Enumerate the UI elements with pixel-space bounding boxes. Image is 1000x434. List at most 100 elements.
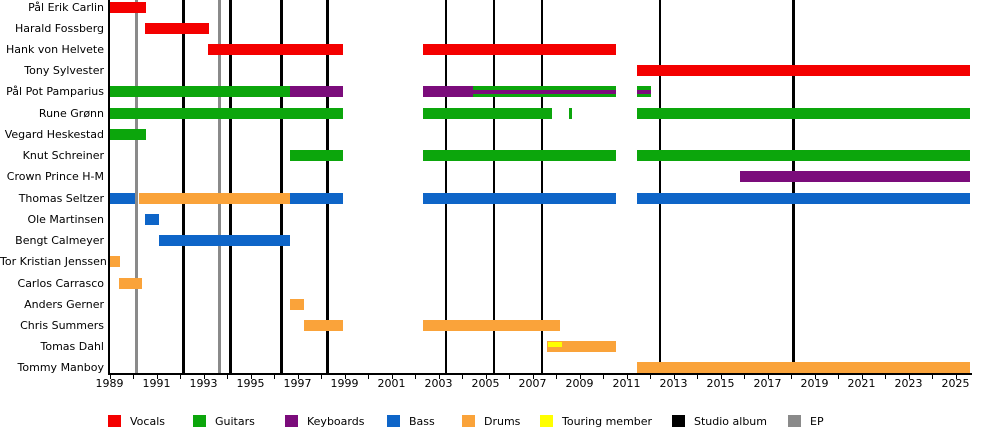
member-label: Pål Pot Pamparius [6, 85, 104, 99]
member-label: Anders Gerner [24, 297, 104, 311]
studio-album-release-line [792, 0, 795, 373]
studio-album-release-line [540, 0, 544, 373]
keyboards-stripe [473, 89, 617, 94]
x-axis-tick [885, 374, 886, 379]
x-axis-tick [814, 374, 816, 379]
x-axis-label: 1991 [142, 377, 171, 390]
touring-color-swatch [540, 415, 553, 427]
x-axis-label: 2009 [565, 377, 594, 390]
legend-item-vocals: Vocals [108, 414, 165, 428]
timeline-bar-guitars [636, 150, 971, 162]
legend-label: Keyboards [307, 414, 365, 428]
legend-label: Studio album [694, 414, 767, 428]
x-axis-label: 2019 [800, 377, 829, 390]
timeline-bar-vocals [109, 1, 146, 13]
member-label: Vegard Heskestad [4, 127, 104, 141]
legend-label: Bass [409, 414, 435, 428]
x-axis-tick [767, 374, 769, 379]
x-axis-label: 2007 [518, 377, 547, 390]
timeline-bar-guitars [422, 150, 617, 162]
x-axis-tick [908, 374, 910, 379]
x-axis-label: 2001 [377, 377, 406, 390]
x-axis-tick [744, 374, 745, 379]
legend-label: Guitars [215, 414, 255, 428]
x-axis-label: 2025 [941, 377, 970, 390]
member-label: Hank von Helvete [5, 42, 104, 56]
legend-label: EP [810, 414, 824, 428]
timeline-bar-vocals [636, 65, 971, 77]
x-axis-label: 2013 [659, 377, 688, 390]
legend-item-keyboards: Keyboards [285, 414, 364, 428]
x-axis-tick [462, 374, 463, 379]
member-label: Tony Sylvester [24, 64, 104, 78]
timeline-bar-guitars [109, 107, 344, 119]
x-axis-tick [579, 374, 581, 379]
bass-color-swatch [387, 415, 400, 427]
timeline-bar-keyboards [740, 171, 971, 183]
timeline-bar-drums [636, 362, 971, 374]
timeline-bar-drums [118, 277, 143, 289]
x-axis-label: 1997 [283, 377, 312, 390]
legend-item-bass: Bass [387, 414, 435, 428]
legend-item-ep: EP [788, 414, 824, 428]
member-label: Thomas Seltzer [18, 191, 104, 205]
timeline-bar-bass [109, 192, 136, 204]
x-axis-tick [626, 374, 628, 379]
member-label: Pål Erik Carlin [28, 0, 104, 14]
x-axis-tick [603, 374, 604, 379]
x-axis-tick [509, 374, 510, 379]
x-axis-label: 2011 [612, 377, 641, 390]
x-axis-tick [415, 374, 416, 379]
x-axis-tick [932, 374, 933, 379]
ep-release-line [217, 0, 221, 373]
timeline-bar-guitars [636, 107, 971, 119]
member-label: Ole Martinsen [27, 212, 104, 226]
x-axis-tick [838, 374, 839, 379]
legend-label: Touring member [562, 414, 653, 428]
legend-item-drums: Drums [462, 414, 520, 428]
timeline-bar-bass [422, 192, 617, 204]
timeline-bar-vocals [207, 43, 344, 55]
x-axis-tick [697, 374, 698, 379]
timeline-bar-bass [289, 192, 344, 204]
x-axis-tick [556, 374, 557, 379]
x-axis-tick [133, 374, 134, 379]
timeline-bar-vocals [144, 22, 210, 34]
timeline-bar-guitars-keyboards [636, 86, 652, 98]
member-label: Rune Grønn [38, 106, 104, 120]
timeline-bar-guitars [569, 107, 572, 119]
studio-album-release-line [658, 0, 662, 373]
timeline-bar-keyboards [422, 86, 474, 98]
drums-color-swatch [462, 415, 475, 427]
timeline-bar-drums [422, 320, 560, 332]
x-axis-tick [109, 374, 111, 379]
timeline-bar-guitars [422, 107, 552, 119]
vocals-color-swatch [108, 415, 121, 427]
x-axis-label: 2015 [706, 377, 735, 390]
member-label: Tomas Dahl [40, 340, 104, 354]
x-axis-tick [673, 374, 675, 379]
x-axis-tick [532, 374, 534, 379]
timeline-bar-guitars-keyboards [473, 86, 617, 98]
timeline-bar-vocals [422, 43, 617, 55]
x-axis-tick [203, 374, 205, 379]
timeline-bar-keyboards [289, 86, 344, 98]
keyboards-stripe [636, 89, 652, 94]
member-label: Bengt Calmeyer [15, 234, 104, 248]
member-label: Tor Kristian Jenssen [0, 255, 107, 269]
legend-item-guitars: Guitars [193, 414, 255, 428]
x-axis-label: 2021 [847, 377, 876, 390]
ep-release-line [135, 0, 139, 373]
studio-album-release-line [444, 0, 448, 373]
legend-item-studio-album: Studio album [672, 414, 767, 428]
member-label: Tommy Manboy [17, 361, 104, 375]
timeline-bar-guitars [109, 128, 146, 140]
studio-album-color-swatch [672, 415, 685, 427]
x-axis-tick [650, 374, 651, 379]
x-axis-tick [180, 374, 181, 379]
keyboards-color-swatch [285, 415, 298, 427]
member-label: Chris Summers [20, 319, 104, 333]
y-axis-line [108, 0, 110, 375]
